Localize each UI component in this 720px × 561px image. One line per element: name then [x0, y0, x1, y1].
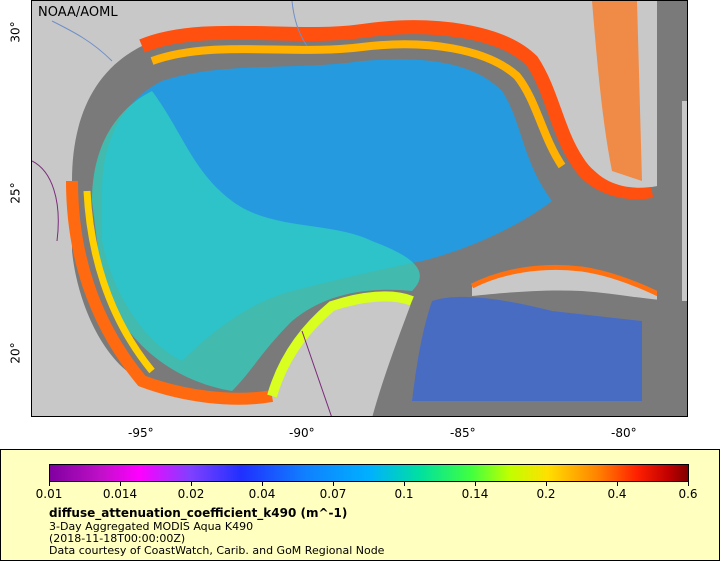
k490-coast-west-inner	[83, 190, 155, 374]
x-tick-label: -90°	[289, 426, 315, 440]
colorbar-tick-label: 0.6	[678, 487, 698, 501]
y-tick-label: 30°	[8, 21, 23, 43]
legend-panel: 0.01 0.014 0.02 0.04 0.07 0.1 0.14 0.2 0…	[0, 449, 720, 561]
dataset-time: (2018-11-18T00:00:00Z)	[49, 532, 186, 545]
colorbar-tick-label: 0.2	[536, 487, 556, 501]
border-yucatan	[301, 330, 332, 416]
colorbar-tick-label: 0.01	[35, 487, 63, 501]
map-plot-area[interactable]: NOAA/AOML	[31, 0, 688, 417]
variable-name: diffuse_attenuation_coefficient_k490 (m^…	[49, 506, 348, 520]
colorbar-tick-label: 0.4	[607, 487, 627, 501]
river-texas	[51, 20, 113, 62]
dataset-title: 3-Day Aggregated MODIS Aqua K490	[49, 520, 254, 533]
border-mexico	[32, 160, 59, 242]
colorbar-tick-label: 0.1	[394, 487, 414, 501]
colorbar-tick-label: 0.07	[319, 487, 347, 501]
k490-yucatan	[267, 291, 414, 398]
y-tick-label: 25°	[8, 182, 23, 204]
atlantic-land-edge	[682, 101, 687, 301]
colorbar-tick-label: 0.14	[461, 487, 489, 501]
colorbar-tick-label: 0.014	[102, 487, 138, 501]
k490-coast-west	[66, 180, 274, 405]
k490-cuba-coast	[470, 264, 674, 304]
colorbar-tick-label: 0.02	[177, 487, 205, 501]
k490-caribbean	[412, 296, 642, 401]
colorbar	[49, 464, 689, 482]
data-courtesy: Data courtesy of CoastWatch, Carib. and …	[49, 544, 385, 557]
river-mississippi	[291, 1, 308, 47]
x-tick-label: -85°	[450, 426, 476, 440]
k490-atlantic-strip	[592, 1, 642, 181]
yucatan-land	[282, 302, 412, 416]
k490-midshelf	[92, 91, 420, 391]
colorbar-tick-label: 0.04	[248, 487, 276, 501]
x-tick-label: -95°	[128, 426, 154, 440]
x-tick-label: -80°	[611, 426, 637, 440]
y-tick-label: 20°	[8, 342, 23, 364]
k490-coast-north	[139, 20, 654, 200]
map-canvas	[32, 1, 687, 416]
map-credit: NOAA/AOML	[38, 5, 118, 20]
cuba-land	[472, 267, 672, 301]
k490-coast-north-inner	[150, 40, 566, 169]
